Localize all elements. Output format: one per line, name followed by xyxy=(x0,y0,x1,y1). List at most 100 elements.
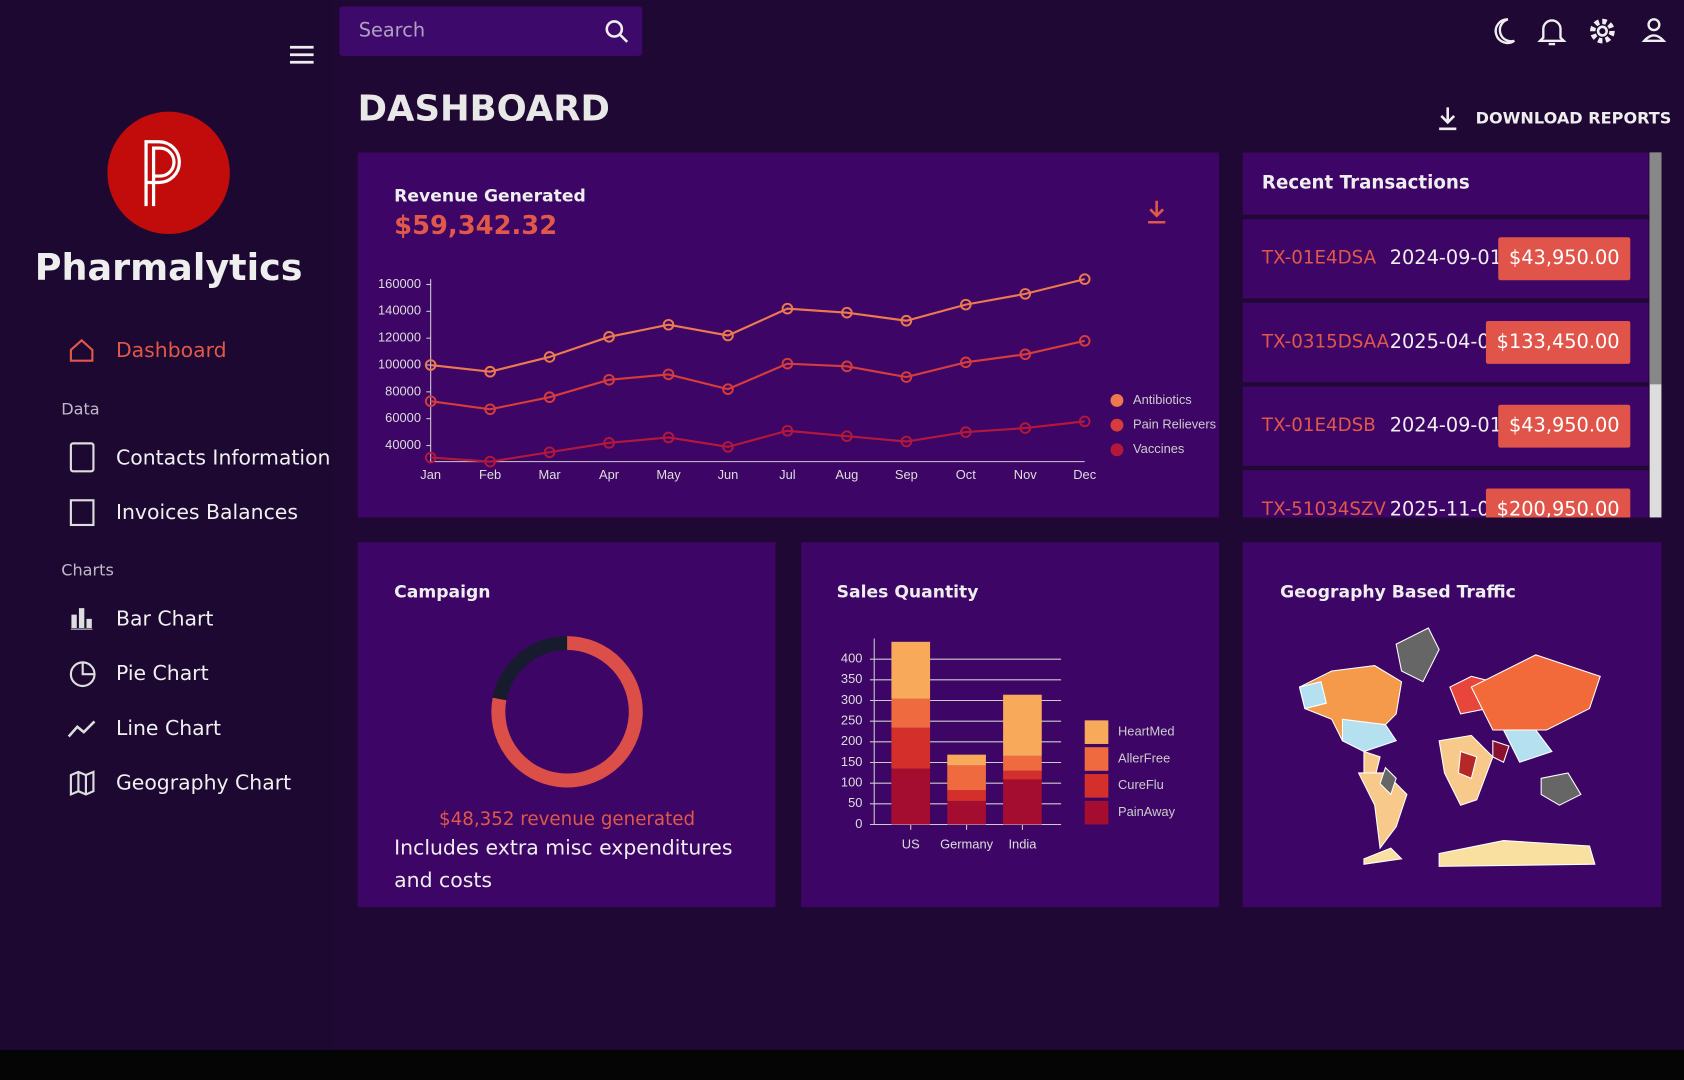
nav-item[interactable]: Dashboard xyxy=(116,338,227,362)
notification-icon[interactable] xyxy=(1537,19,1567,46)
point xyxy=(484,365,496,378)
download-button[interactable]: DOWNLOAD REPORTS xyxy=(1476,109,1672,128)
line xyxy=(430,420,1085,463)
nav-item[interactable]: Pie Chart xyxy=(116,661,209,685)
logo-mark xyxy=(144,140,181,207)
y-tick-label: 100000 xyxy=(378,356,421,371)
bar-segment xyxy=(947,754,986,766)
x-tick-label: Oct xyxy=(956,467,976,482)
legend-swatch xyxy=(1084,774,1109,798)
search-icon[interactable] xyxy=(605,20,629,43)
legend-swatch xyxy=(1110,393,1124,407)
point xyxy=(1078,273,1091,285)
point xyxy=(900,435,913,448)
nav-item[interactable]: Contacts Information xyxy=(116,445,331,469)
legend-label: Pain Relievers xyxy=(1133,417,1216,432)
point xyxy=(484,455,496,468)
scrollbar-thumb[interactable] xyxy=(1649,152,1662,385)
legend-label: HeartMed xyxy=(1118,724,1175,739)
download-icon[interactable] xyxy=(1148,200,1166,224)
y-tick-label: 140000 xyxy=(378,303,421,318)
point xyxy=(722,441,734,453)
transaction-amount-box xyxy=(1498,404,1631,448)
transaction-date: 2024-09-01 xyxy=(1390,246,1502,269)
y-tick-label: 50 xyxy=(848,795,862,810)
y-tick-label: 100 xyxy=(841,775,862,790)
nav-icon xyxy=(69,499,95,527)
point xyxy=(543,391,556,404)
card-title: Campaign xyxy=(394,583,490,603)
transaction-amount: $200,950.00 xyxy=(1497,497,1620,520)
transactions-header xyxy=(1242,152,1649,215)
point xyxy=(841,430,853,442)
search-placeholder: Search xyxy=(359,19,425,42)
nav-icon xyxy=(67,720,96,738)
bar-segment xyxy=(947,800,986,825)
bar-segment xyxy=(1003,694,1042,756)
nav-item[interactable]: Geography Chart xyxy=(116,771,291,795)
legend-swatch xyxy=(1084,747,1109,771)
transaction-amount-box xyxy=(1485,488,1631,518)
point xyxy=(1078,335,1091,347)
profile-icon[interactable] xyxy=(1641,18,1667,42)
donut-chart xyxy=(491,636,643,788)
nav-item[interactable]: Bar Chart xyxy=(116,606,213,630)
y-tick-label: 150 xyxy=(841,754,862,769)
x-tick-label: Feb xyxy=(479,467,501,482)
point xyxy=(424,359,437,371)
x-tick-label: May xyxy=(656,467,681,482)
point xyxy=(960,426,972,438)
revenue-amount: $59,342.32 xyxy=(394,211,557,241)
x-tick-label: Sep xyxy=(895,467,918,482)
y-tick-label: 160000 xyxy=(378,276,421,291)
transaction-amount: $43,950.00 xyxy=(1509,414,1620,437)
point xyxy=(900,371,913,383)
point xyxy=(781,302,794,315)
bar-segment xyxy=(891,727,931,769)
transaction-amount-box xyxy=(1485,320,1631,364)
point xyxy=(781,357,794,370)
donut-segment xyxy=(492,636,568,701)
point xyxy=(841,306,853,319)
search-box[interactable] xyxy=(339,6,643,56)
campaign-note-box: Includes extra misc expenditures and cos… xyxy=(394,836,733,893)
brand: Pharmalytics xyxy=(35,246,303,289)
bar-segment xyxy=(891,641,931,699)
point xyxy=(960,356,972,369)
point xyxy=(1019,348,1032,361)
transaction-amount-box xyxy=(1498,237,1631,281)
x-tick-label: Jun xyxy=(718,467,739,482)
bar-segment xyxy=(891,768,931,825)
x-tick-label: US xyxy=(902,836,920,851)
x-tick-label: Jul xyxy=(779,467,795,482)
campaign-note: Includes extra misc expenditures and cos… xyxy=(394,836,733,893)
menu-button[interactable] xyxy=(289,45,314,64)
y-tick-label: 60000 xyxy=(385,410,421,425)
point xyxy=(960,298,972,311)
nav-icon xyxy=(70,608,93,630)
transaction-list: TX-01E4DSA 2024-09-01 $43,950.00 TX-0315DSA… xyxy=(1242,219,1649,520)
y-tick-label: 300 xyxy=(841,692,862,707)
x-tick-label: Jan xyxy=(420,467,441,482)
x-tick-label: Dec xyxy=(1073,467,1096,482)
legend-label: Antibiotics xyxy=(1133,392,1192,407)
theme-icon[interactable] xyxy=(1494,18,1515,45)
card-title: Recent Transactions xyxy=(1262,173,1470,194)
transaction-id: TX-01E4DSA xyxy=(1261,248,1377,269)
nav-item[interactable]: Invoices Balances xyxy=(116,500,298,524)
settings-icon[interactable] xyxy=(1590,18,1615,44)
transaction-amount: $133,450.00 xyxy=(1497,330,1620,353)
nav-icon xyxy=(69,338,94,362)
card xyxy=(357,542,776,908)
legend-swatch xyxy=(1084,720,1109,744)
nav-heading: Charts xyxy=(61,561,114,580)
nav-item[interactable]: Line Chart xyxy=(116,716,221,740)
legend-label: PainAway xyxy=(1118,804,1176,819)
download-icon[interactable] xyxy=(1439,107,1457,131)
transaction-amount: $43,950.00 xyxy=(1509,246,1620,269)
bottom-bar xyxy=(0,1049,1684,1080)
point xyxy=(603,437,615,449)
world-map xyxy=(1298,627,1601,867)
